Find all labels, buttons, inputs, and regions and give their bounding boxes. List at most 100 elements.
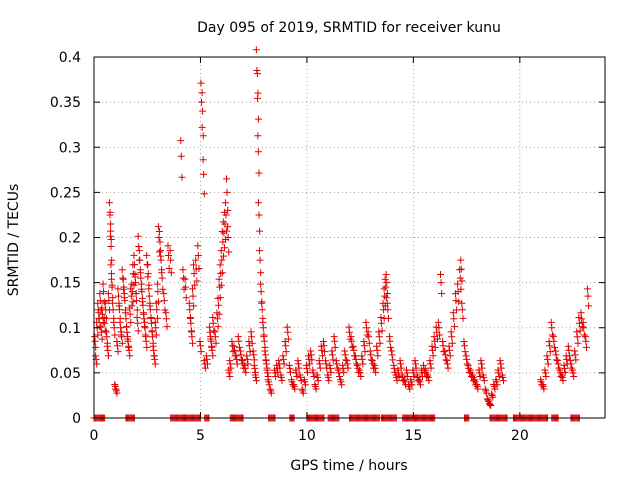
data-point <box>146 306 154 314</box>
data-point <box>246 348 254 356</box>
data-point <box>210 327 218 335</box>
data-point <box>252 377 260 385</box>
data-point <box>111 381 119 389</box>
data-point <box>206 323 214 331</box>
data-point <box>315 357 323 365</box>
data-point <box>567 360 575 368</box>
data-point <box>201 364 209 372</box>
data-point <box>291 385 299 393</box>
data-point <box>436 331 444 339</box>
data-point <box>326 364 334 372</box>
data-point <box>287 368 295 376</box>
data-point <box>446 352 454 360</box>
data-point <box>221 244 229 252</box>
data-point <box>356 366 364 374</box>
data-point <box>244 360 252 368</box>
data-point <box>256 247 264 255</box>
data-point <box>150 346 158 354</box>
data-point <box>447 328 455 336</box>
data-point <box>495 372 503 380</box>
data-point <box>213 315 221 323</box>
data-point <box>257 280 265 288</box>
data-point <box>459 314 467 322</box>
data-point <box>580 331 588 339</box>
data-point <box>189 292 197 300</box>
data-point <box>150 352 158 360</box>
data-point <box>316 364 324 372</box>
data-point <box>266 385 274 393</box>
data-point <box>345 323 353 331</box>
data-point <box>254 89 262 97</box>
data-point <box>132 290 140 298</box>
data-point <box>164 242 172 250</box>
data-point <box>492 376 500 384</box>
data-point <box>126 352 134 360</box>
data-point <box>203 355 211 363</box>
data-point <box>445 342 453 350</box>
data-point <box>435 324 443 332</box>
data-point <box>277 371 285 379</box>
data-point <box>109 306 117 314</box>
data-point <box>91 333 99 341</box>
data-point <box>102 328 110 336</box>
data-point <box>177 152 185 160</box>
data-point <box>566 357 574 365</box>
data-point <box>561 364 569 372</box>
data-point <box>481 385 489 393</box>
data-point <box>118 339 126 347</box>
data-point <box>165 252 173 260</box>
data-point <box>215 301 223 309</box>
data-point <box>427 364 435 372</box>
data-point <box>462 352 470 360</box>
data-point <box>342 356 350 364</box>
data-point <box>547 318 555 326</box>
data-point <box>386 337 394 345</box>
data-point <box>560 361 568 369</box>
data-point <box>118 266 126 274</box>
data-point <box>131 271 139 279</box>
data-point <box>252 46 260 54</box>
data-point <box>295 364 303 372</box>
x-tick-label: 10 <box>298 428 316 444</box>
data-point <box>422 366 430 374</box>
y-tick-label: 0.1 <box>59 321 81 337</box>
data-point <box>234 333 242 341</box>
data-point <box>104 346 112 354</box>
data-point <box>390 364 398 372</box>
data-point <box>564 342 572 350</box>
data-point <box>141 324 149 332</box>
data-point <box>367 351 375 359</box>
data-point <box>454 280 462 288</box>
data-point <box>127 319 135 327</box>
data-point <box>335 372 343 380</box>
data-point <box>159 285 167 293</box>
data-point <box>574 339 582 347</box>
data-point <box>572 356 580 364</box>
data-point <box>190 270 198 278</box>
data-point <box>101 299 109 307</box>
data-point <box>307 347 315 355</box>
data-point <box>573 328 581 336</box>
data-point <box>123 328 131 336</box>
data-point <box>224 223 232 231</box>
data-point <box>580 324 588 332</box>
data-point <box>219 252 227 260</box>
data-point <box>542 372 550 380</box>
data-point <box>397 360 405 368</box>
y-tick-label: 0.35 <box>50 95 81 111</box>
data-point <box>382 271 390 279</box>
data-point <box>224 206 232 214</box>
data-point <box>145 292 153 300</box>
data-point <box>353 361 361 369</box>
data-point <box>185 299 193 307</box>
data-point <box>254 148 262 156</box>
data-point <box>377 314 385 322</box>
data-point <box>400 376 408 384</box>
data-point <box>99 319 107 327</box>
data-point <box>229 348 237 356</box>
data-point <box>187 328 195 336</box>
data-point <box>309 366 317 374</box>
data-point <box>179 266 187 274</box>
data-point <box>367 356 375 364</box>
data-point <box>187 319 195 327</box>
